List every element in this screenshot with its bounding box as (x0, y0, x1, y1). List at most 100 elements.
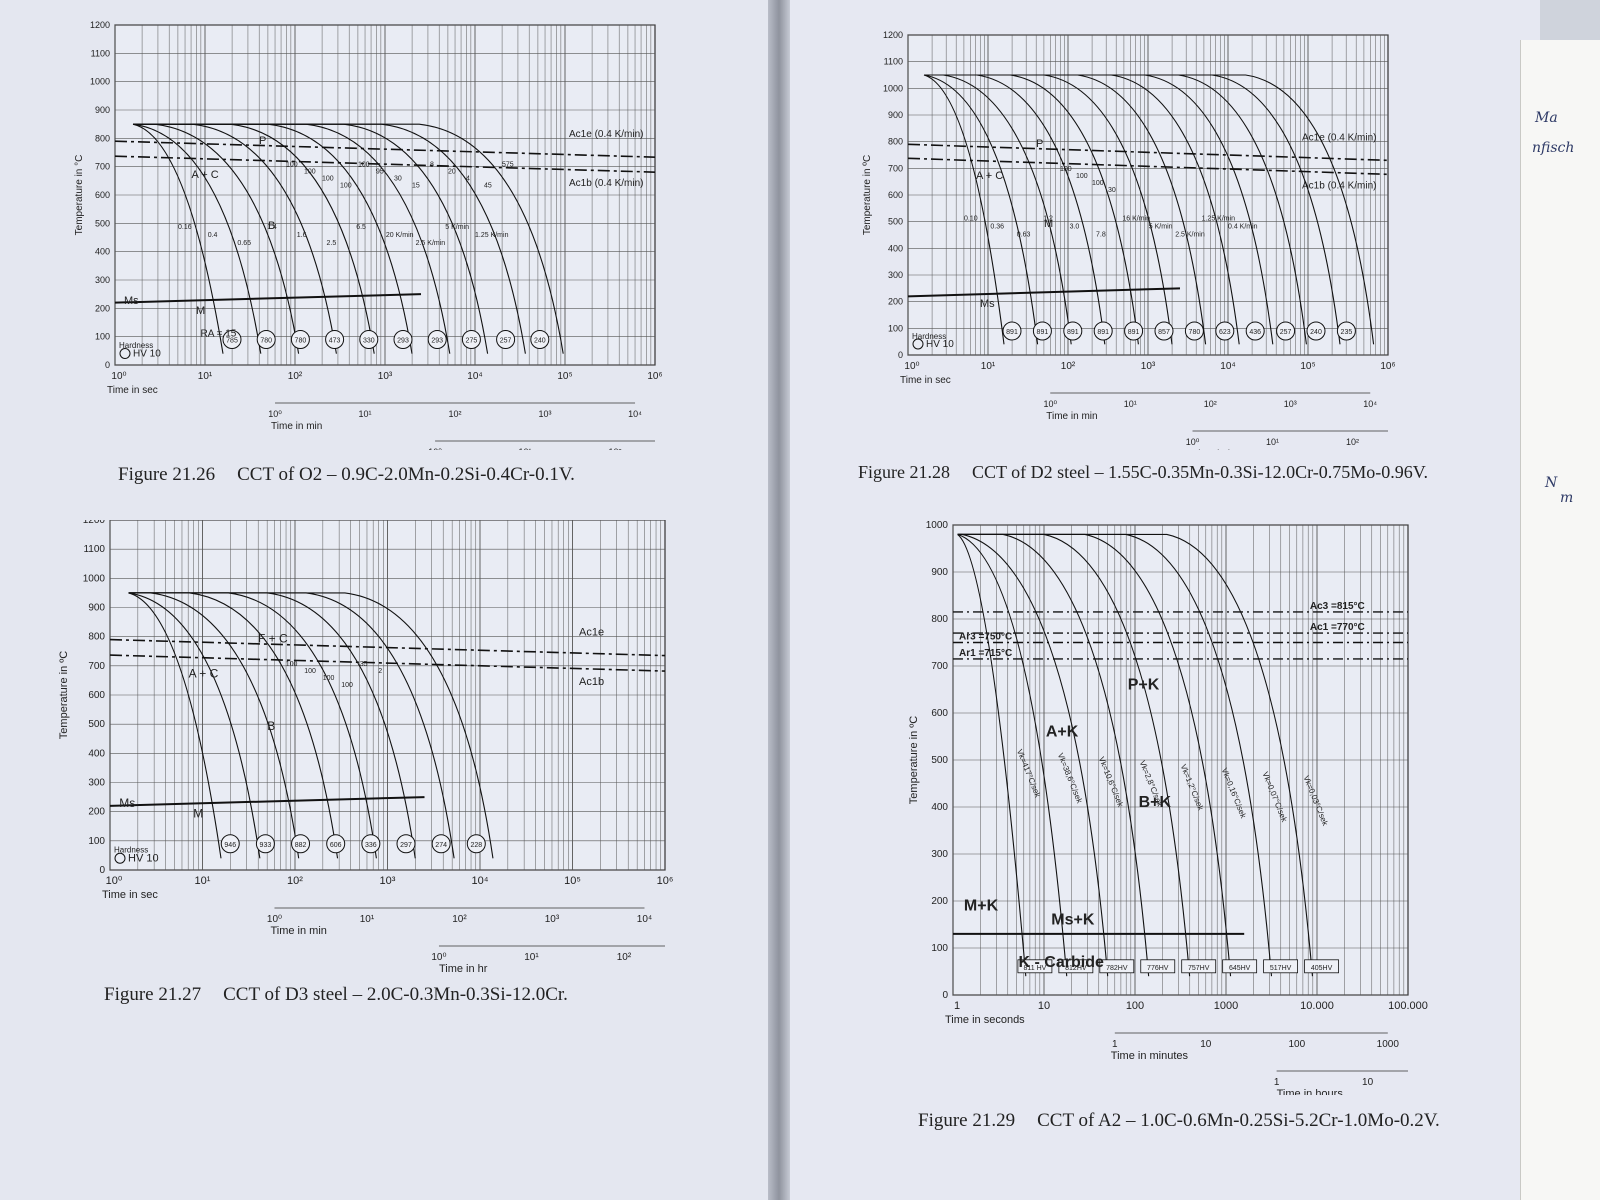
hardness-circle (1215, 321, 1235, 341)
y-tick-label: 400 (95, 247, 110, 257)
figure-caption: Figure 21.26 CCT of O2 – 0.9C-2.0Mn-0.2Si… (118, 464, 575, 486)
hardness-circle (1276, 321, 1296, 341)
region-label: A + C (976, 170, 1003, 182)
hardness-circle (291, 834, 311, 854)
figure-caption: Figure 21.27 CCT of D3 steel – 2.0C-0.3Mn… (104, 984, 568, 1006)
hardness-legend-icon (114, 852, 126, 864)
figure-caption: Figure 21.28 CCT of D2 steel – 1.55C-0.35… (858, 462, 1428, 483)
hardness-value: 780 (295, 338, 307, 345)
cooling-curve (957, 533, 1027, 977)
hardness-value: 606 (330, 842, 342, 849)
cooling-rate-label: 0.4 K/min (1228, 223, 1258, 230)
y-tick-label: 200 (888, 297, 903, 307)
hardness-circle (431, 834, 451, 854)
hardness-circle (222, 330, 242, 349)
y-tick-label: 200 (95, 303, 110, 313)
x-tick-label-hr: 1 (1274, 1077, 1280, 1088)
hardness-box (1017, 959, 1053, 974)
x-tick-label-min: 10⁰ (1043, 399, 1057, 409)
cooling-curve (128, 592, 416, 859)
x-tick-label-sec: 10⁰ (904, 361, 919, 372)
hardness-value: 623 (1219, 329, 1231, 336)
figure-number: Figure 21.28 (858, 462, 950, 482)
x-tick-label-sec: 10⁶ (647, 371, 662, 382)
hardness-value: 436 (1249, 329, 1261, 336)
y-tick-label: 600 (888, 190, 903, 200)
x-tick-label-hr: 10⁰ (431, 952, 446, 963)
hardness-circle (290, 330, 310, 349)
hardness-value: 297 (400, 842, 412, 849)
cooling-rate-label: 2.5 K/min (416, 240, 446, 247)
y-tick-label: 0 (898, 350, 903, 360)
fraction-label: 100 (1060, 166, 1072, 173)
cct-chart-d2: 0 100 200 300 400 500 600 700 800 900 1000 1100 1200… (862, 30, 1396, 460)
x-tick-label-min: 10⁰ (268, 409, 282, 419)
hardness-unit: HV 10 (926, 339, 954, 350)
cooling-curve (133, 123, 337, 354)
fraction-label: 45 (484, 183, 492, 190)
region-label: A+K (1046, 724, 1079, 741)
y-tick-label: 100 (88, 836, 105, 847)
region-label: F + C (258, 632, 288, 646)
hardness-circle (1154, 321, 1174, 341)
ra-label: RA = 15 (201, 329, 237, 340)
x-tick-label-min: 10 (1200, 1039, 1212, 1050)
cooling-curve (924, 74, 1274, 345)
y-axis-label: Temperature in ºC (862, 155, 873, 235)
region-label: M (196, 305, 205, 317)
region-label: B (267, 719, 275, 733)
fraction-label: 100 (304, 668, 316, 675)
hardness-box (1263, 959, 1299, 974)
hardness-value: 330 (363, 338, 375, 345)
x-axis-label-hr: Time in hr (1193, 449, 1238, 450)
cooling-curve (133, 123, 413, 354)
y-tick-label: 1100 (83, 544, 105, 555)
y-tick-label: 800 (888, 137, 903, 147)
y-tick-label: 600 (88, 690, 105, 701)
cooling-curve (957, 533, 1068, 977)
cooling-curve (128, 592, 222, 859)
hardness-box (1099, 959, 1135, 974)
y-tick-label: 400 (931, 802, 948, 813)
y-tick-label: 200 (931, 896, 948, 907)
x-tick-label-hr: 10² (609, 447, 622, 450)
x-tick-label-min: 10² (1204, 399, 1217, 409)
y-tick-label: 900 (88, 603, 105, 614)
cooling-rate-label: 0.63 (1017, 231, 1031, 238)
x-tick-label-hr: 10² (1346, 437, 1359, 447)
x-tick-label-hr: 10 (1362, 1077, 1374, 1088)
region-label: P (1036, 138, 1043, 150)
cct-chart-o2: 0 100 200 300 400 500 600 700 800 900 1000 1100 1200… (74, 20, 663, 470)
y-tick-label: 300 (88, 778, 105, 789)
x-tick-label-sec: 1000 (1214, 1000, 1238, 1012)
x-axis-label-min: Time in minutes (1111, 1050, 1189, 1062)
hardness-box (1058, 959, 1094, 974)
cooling-curve (128, 592, 300, 859)
hardness-label: Hardness (912, 332, 946, 341)
cooling-curve (957, 533, 1109, 977)
y-tick-label: 0 (942, 990, 948, 1001)
x-tick-label-sec: 10⁰ (106, 875, 123, 887)
y-tick-label: 1200 (883, 30, 903, 40)
y-tick-label: 400 (88, 748, 105, 759)
x-tick-label-hr: 10² (617, 952, 632, 963)
y-tick-label: 400 (888, 243, 903, 253)
cooling-curve (133, 123, 375, 354)
x-axis-label-min: Time in min (270, 925, 326, 937)
fraction-label: 100 (1092, 180, 1104, 187)
x-tick-label-min: 10³ (1284, 399, 1297, 409)
hardness-legend-icon (119, 348, 131, 359)
region-label: B (268, 220, 275, 232)
transformation-line (114, 140, 656, 158)
fraction-label: 8 (430, 162, 434, 169)
cooling-curve (128, 592, 455, 859)
hardness-circle (256, 330, 276, 349)
figure-caption: Figure 21.29 CCT of A2 – 1.0C-0.6Mn-0.25S… (918, 1110, 1440, 1132)
cooling-rate-label: 0.4 (208, 232, 218, 239)
hardness-label: Hardness (119, 341, 153, 350)
fraction-label: 100 (1076, 173, 1088, 180)
y-tick-label: 800 (95, 133, 110, 143)
hardness-value: 257 (1280, 329, 1292, 336)
y-tick-label: 500 (95, 218, 110, 228)
x-tick-label-min: 10⁴ (628, 409, 642, 419)
